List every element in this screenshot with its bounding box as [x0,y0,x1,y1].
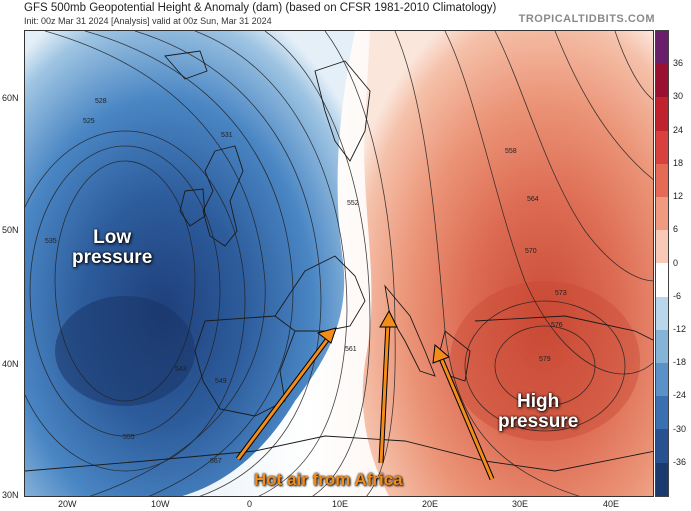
contour-line [25,130,246,472]
lat-label-50n: 50N [2,225,19,235]
contour-line [44,31,266,496]
contour-label: 561 [345,346,357,353]
header: GFS 500mb Geopotential Height & Anomaly … [0,0,691,28]
contour-label: 543 [175,366,187,373]
colorbar-tick-label: 30 [673,91,684,102]
lon-label-10e: 10E [332,499,349,509]
colorbar [655,30,669,497]
contour-label: 573 [555,290,567,297]
high-pressure-label: High pressure [498,391,579,432]
lon-label-0: 0 [247,499,253,509]
contour-line [29,145,221,437]
colorbar-segment [656,296,668,330]
lon-label-20e: 20E [422,499,439,509]
contour-label: 579 [539,356,551,363]
map-title: GFS 500mb Geopotential Height & Anomaly … [24,2,497,14]
contour-line [134,31,322,496]
contour-line [494,31,653,282]
arrow-to-france [235,327,337,461]
colorbar-tick-label: -6 [673,290,682,301]
contour-line [54,160,196,402]
map-svg: 528 525 531 535 543 549 552 555 558 561 … [25,31,653,496]
contour-line [444,31,653,375]
contour-line [464,300,626,432]
lon-label-10w: 10W [151,499,170,509]
contour-label: 558 [505,148,517,155]
coastline-iberia [194,315,296,417]
coastline-britain [202,145,244,247]
coastline-ireland [179,188,206,227]
colorbar-segment [656,396,668,430]
colorbar-segment [656,429,668,463]
colorbar-tick-label: 18 [673,157,684,168]
anomaly-map: 528 525 531 535 543 549 552 555 558 561 … [24,30,654,497]
contour-label: 531 [221,132,233,139]
lon-label-40e: 40E [603,499,620,509]
arrow-to-balkans [432,344,495,480]
low-anomaly-core [55,296,195,406]
contour-label: 528 [95,98,107,105]
colorbar-segment [656,163,668,198]
contour-labels: 528 525 531 535 543 549 552 555 558 561 … [45,98,567,465]
hot-air-label: Hot air from Africa [254,470,403,489]
colorbar-segment [656,130,668,164]
colorbar-tick-label: 0 [673,257,679,268]
arrow-to-central-europe [378,309,398,464]
annotation-arrows [235,309,495,480]
contour-label: 564 [527,196,539,203]
colorbar-segment [656,197,668,231]
contour-line [494,325,596,407]
contour-line [264,31,371,496]
colorbar-segment [656,462,668,496]
colorbar-tick-label: -24 [673,390,687,401]
contour-line [554,31,653,180]
colorbar-segment [656,31,668,65]
contour-line [614,31,653,100]
contour-line [84,31,294,496]
lat-label-30n: 30N [2,490,19,500]
height-contours [25,31,653,496]
contour-label: 576 [551,322,563,329]
colorbar-tick-label: 36 [673,58,684,69]
coastline-iceland [164,50,208,80]
colorbar-segment [656,363,668,397]
brand-logo: TROPICALTIDBITS.COM [518,13,655,25]
contour-label: 535 [45,238,57,245]
contour-label: 567 [210,458,222,465]
colorbar-tick-label: -36 [673,456,687,467]
colorbar-tick-label: -30 [673,423,687,434]
coastline-scandinavia [314,60,371,162]
contour-label: 552 [347,200,359,207]
positive-anomaly-region [362,31,653,496]
low-pressure-label: Low pressure [72,227,153,268]
colorbar-segment [656,97,668,131]
colorbar-tick-label: 6 [673,224,679,235]
coastlines [25,50,653,472]
contour-line [194,31,348,496]
contour-label: 525 [83,118,95,125]
coastline-greece [439,330,471,382]
colorbar-tick-label: 24 [673,124,684,135]
coastline-black-sea [474,315,653,341]
colorbar-segment [656,230,668,264]
high-anomaly-core [450,281,640,441]
contour-label: 555 [123,434,135,441]
colorbar-tick-label: 12 [673,191,684,202]
lat-label-40n: 40N [2,359,19,369]
colorbar-tick-label: -18 [673,357,687,368]
contour-label: 570 [525,248,537,255]
colorbar-segment [656,64,668,98]
colorbar-segment [656,329,668,364]
lon-label-20w: 20W [58,499,77,509]
lat-label-60n: 60N [2,93,19,103]
colorbar-tick-label: -12 [673,323,687,334]
lon-label-30e: 30E [512,499,529,509]
contour-label: 549 [215,378,227,385]
map-subtitle: Init: 00z Mar 31 2024 [Analysis] valid a… [24,16,272,26]
coastline-africa [25,435,653,472]
colorbar-segment [656,263,668,297]
